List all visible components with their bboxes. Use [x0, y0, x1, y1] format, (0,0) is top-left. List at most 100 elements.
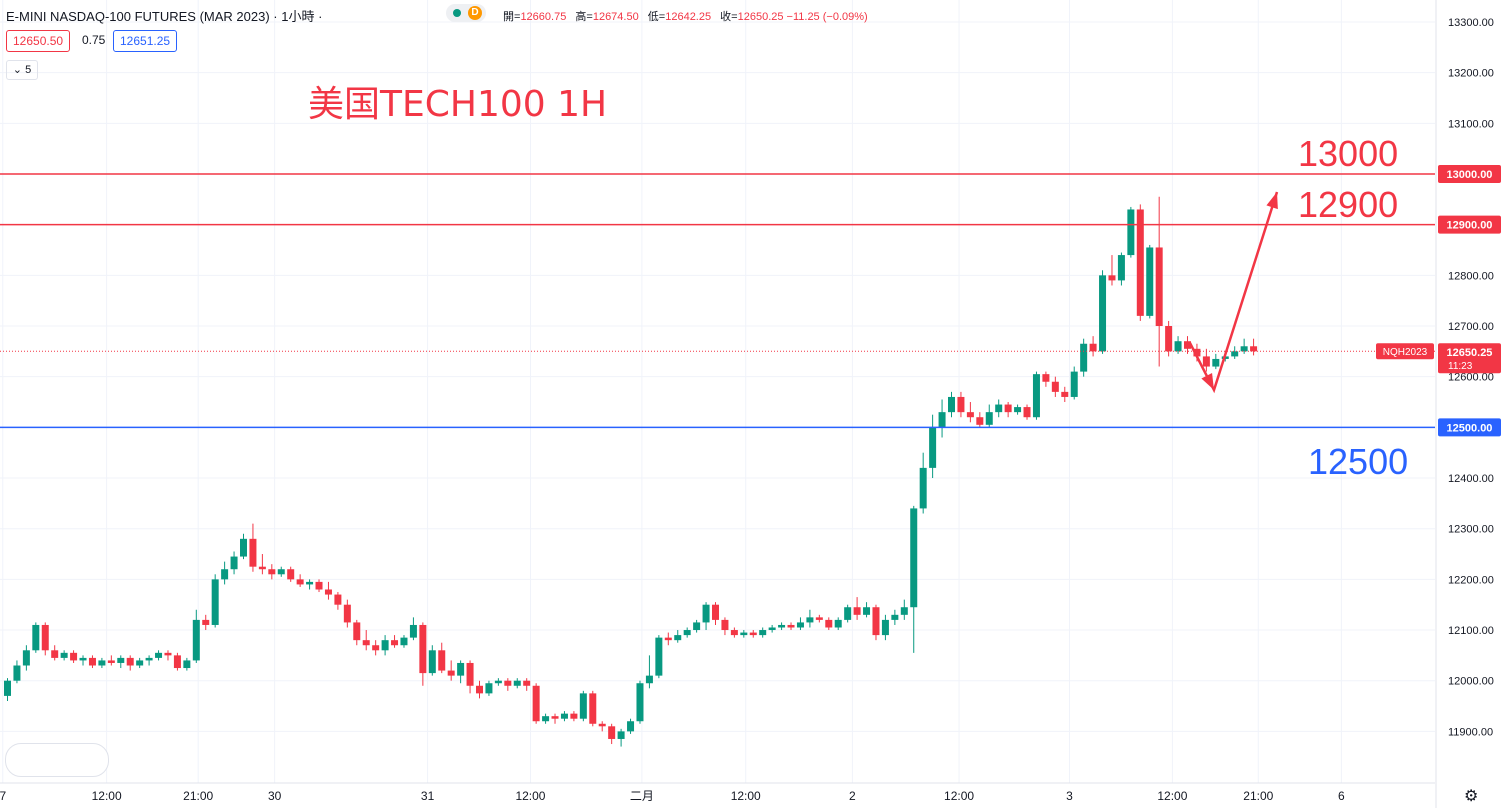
- candle-body: [598, 723, 606, 727]
- candle-body: [966, 412, 974, 418]
- annotation-12900: 12900: [1298, 184, 1398, 225]
- candle-body: [230, 556, 238, 570]
- candle: [929, 414, 937, 479]
- candle-body: [948, 396, 955, 413]
- time-tick-label: 二月: [630, 789, 654, 803]
- symbol-header: E-MINI NASDAQ-100 FUTURES (MAR 2023) · 1…: [6, 6, 322, 25]
- candle: [938, 399, 946, 438]
- buy-price-button[interactable]: 12651.25: [113, 30, 178, 52]
- candle: [702, 602, 710, 631]
- notes-box[interactable]: [5, 743, 109, 777]
- candle-body: [145, 657, 153, 661]
- interval-label[interactable]: · 1小時 ·: [273, 9, 323, 24]
- time-tick-label: 2: [849, 789, 856, 803]
- candle-body: [1174, 341, 1182, 352]
- candle-body: [1231, 351, 1239, 357]
- candle: [438, 642, 446, 674]
- candle-body: [589, 693, 597, 724]
- candle-body: [164, 652, 172, 656]
- candle-body: [1061, 391, 1069, 397]
- candle-body: [976, 417, 984, 425]
- candle-body: [759, 630, 767, 636]
- candle: [343, 599, 351, 628]
- candle-body: [1202, 356, 1210, 367]
- candle: [466, 660, 474, 694]
- status-pill[interactable]: D: [446, 4, 486, 22]
- candle: [589, 690, 597, 727]
- candle-body: [466, 662, 474, 686]
- candle-body: [409, 624, 417, 638]
- candle: [249, 523, 257, 572]
- time-tick-label: 30: [268, 789, 282, 803]
- candle-body: [428, 650, 436, 674]
- candle: [334, 592, 342, 610]
- candle: [834, 617, 842, 631]
- symbol-tag-label: NQH2023: [1383, 347, 1428, 358]
- candle: [948, 391, 955, 418]
- candle: [863, 602, 871, 618]
- candle: [645, 655, 653, 689]
- candle-body: [88, 657, 96, 666]
- sell-price-button[interactable]: 12650.50: [6, 30, 71, 52]
- symbol-name[interactable]: E-MINI NASDAQ-100 FUTURES (MAR 2023): [6, 9, 270, 24]
- candle: [608, 723, 616, 745]
- candle-body: [627, 721, 635, 732]
- ohlc-open: 12660.75: [520, 11, 567, 23]
- candle: [853, 597, 861, 620]
- candle: [230, 551, 238, 575]
- candle-body: [910, 508, 918, 608]
- ohlc-high-key: 高=: [575, 11, 593, 23]
- candle-body: [296, 579, 304, 585]
- candle: [1061, 386, 1069, 403]
- annotation-13000: 13000: [1298, 133, 1398, 174]
- candle-body: [655, 637, 663, 676]
- candle: [919, 452, 927, 514]
- gear-icon[interactable]: ⚙: [1464, 788, 1479, 805]
- candle: [730, 627, 738, 638]
- ohlc-open-key: 開=: [503, 11, 521, 23]
- candle: [504, 678, 512, 691]
- candle-body: [211, 579, 219, 625]
- candle-body: [825, 619, 833, 628]
- candle: [409, 617, 417, 641]
- candle-body: [778, 624, 786, 628]
- candle-body: [324, 589, 332, 595]
- candle: [966, 402, 974, 423]
- candle-body: [98, 660, 106, 666]
- candle: [240, 533, 247, 560]
- candle-body: [787, 624, 795, 628]
- price-tick-label: 13200.00: [1448, 68, 1494, 80]
- time-tick-label: 12:00: [92, 789, 122, 803]
- candle: [598, 721, 606, 732]
- candle-body: [306, 581, 314, 585]
- candle: [655, 635, 663, 679]
- candles: [4, 196, 1258, 747]
- level-price-tag: [1438, 418, 1501, 437]
- candle: [617, 728, 625, 747]
- candle: [202, 614, 210, 631]
- time-tick-label: 12:00: [515, 789, 545, 803]
- candle: [1080, 338, 1088, 377]
- candle-body: [815, 617, 823, 620]
- candle: [844, 604, 852, 623]
- candle: [70, 650, 78, 663]
- candle: [1127, 206, 1135, 258]
- candle-body: [1127, 209, 1135, 256]
- candle: [1023, 404, 1031, 420]
- time-tick-label: 7: [0, 789, 6, 803]
- candle: [759, 627, 767, 638]
- collapse-indicators-button[interactable]: ⌄ 5: [6, 60, 38, 80]
- candle-body: [32, 624, 40, 651]
- candle: [1165, 320, 1173, 357]
- candle: [494, 678, 502, 686]
- countdown-label: 11:23: [1448, 361, 1473, 372]
- candle: [1099, 270, 1107, 354]
- candle: [532, 683, 540, 724]
- candle-body: [13, 665, 21, 681]
- candle: [815, 614, 823, 623]
- candle-body: [400, 637, 408, 646]
- candle: [1212, 353, 1220, 370]
- candle: [1231, 346, 1239, 359]
- candle: [306, 579, 314, 590]
